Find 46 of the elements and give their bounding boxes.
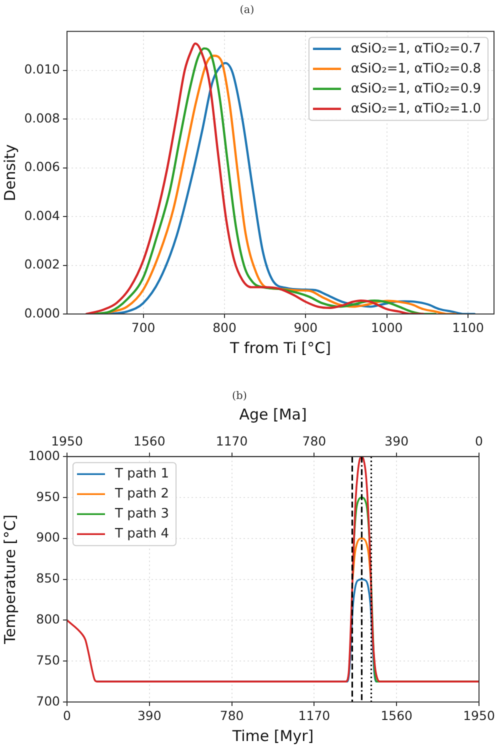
y-tick-label: 0.000 [24, 305, 60, 320]
line-series [352, 538, 372, 580]
x-tick-label: 1560 [380, 708, 413, 723]
x-tick-label: 800 [212, 320, 236, 335]
legend-label: αSiO₂=1, αTiO₂=0.9 [350, 81, 482, 96]
x2-tick-label: 0 [475, 433, 484, 448]
y-tick-label: 0.006 [24, 159, 60, 174]
x2-tick-label: 1170 [216, 433, 248, 448]
chart-title: (b) [232, 390, 247, 402]
x-tick-label: 0 [63, 708, 72, 723]
x2-tick-label: 390 [384, 433, 409, 448]
y-tick-label: 800 [36, 611, 60, 626]
y-tick-label: 0.010 [24, 62, 60, 77]
legend-label: T path 2 [114, 486, 170, 502]
y-tick-label: 0.002 [24, 256, 60, 272]
legend-label: T path 1 [114, 466, 170, 482]
x-tick-label: 900 [294, 320, 318, 335]
legend-label: T path 3 [114, 506, 170, 522]
y-tick-label: 750 [36, 652, 60, 668]
x-tick-label: 1950 [463, 708, 495, 723]
y-tick-label: 0.008 [24, 110, 60, 126]
x-tick-label: 700 [131, 320, 156, 335]
x-tick-label: 1000 [370, 320, 403, 335]
legend-label: αSiO₂=1, αTiO₂=0.8 [350, 61, 482, 76]
x-tick-label: 1170 [298, 708, 330, 723]
y-tick-label: 850 [36, 570, 60, 586]
y-axis-title: Density [0, 144, 19, 202]
x2-tick-label: 1560 [133, 433, 166, 448]
y-tick-label: 700 [36, 693, 60, 708]
x-axis-title: Time [Myr] [231, 726, 314, 745]
y-tick-label: 950 [36, 488, 60, 504]
legend-label: T path 4 [114, 526, 170, 542]
chart-title: (a) [240, 4, 254, 16]
x2-axis-title: Age [Ma] [239, 405, 307, 424]
legend-label: αSiO₂=1, αTiO₂=1.0 [350, 101, 482, 116]
y-tick-label: 900 [36, 530, 60, 545]
y-tick-label: 0.004 [24, 208, 60, 223]
x-tick-label: 780 [220, 708, 244, 723]
x-axis-title: T from Ti [°C] [229, 338, 331, 357]
x2-tick-label: 780 [302, 433, 326, 448]
y-tick-label: 1000 [28, 448, 60, 463]
x-tick-label: 390 [137, 708, 162, 723]
y-axis-title: Temperature [°C] [0, 514, 19, 646]
x-tick-label: 1100 [452, 320, 484, 335]
legend-label: αSiO₂=1, αTiO₂=0.7 [350, 41, 482, 56]
x2-tick-label: 1950 [51, 433, 83, 448]
